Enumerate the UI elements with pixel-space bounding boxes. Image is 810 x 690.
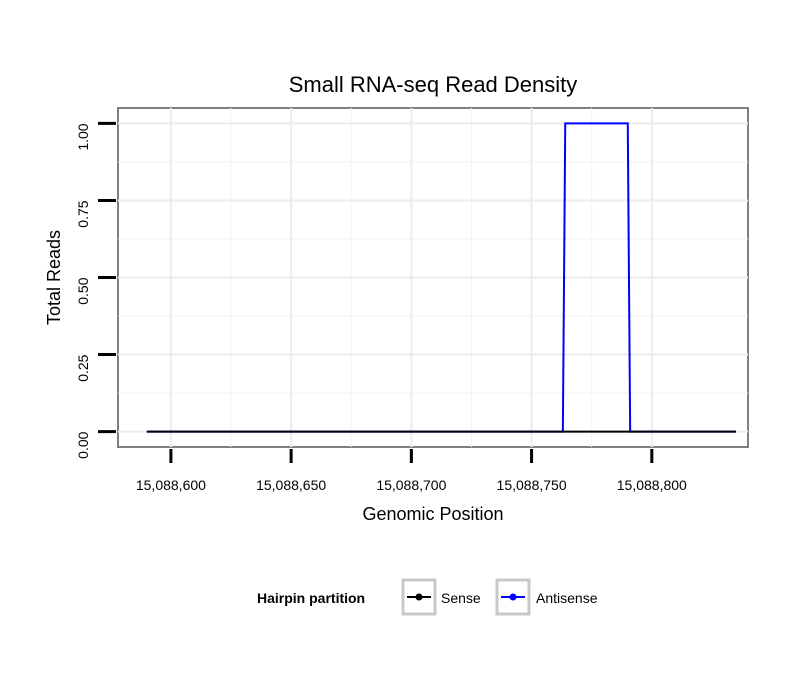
- x-tick-label: 15,088,750: [497, 477, 567, 493]
- legend-key-dot: [509, 593, 517, 601]
- x-tick-label: 15,088,650: [256, 477, 326, 493]
- x-axis-title: Genomic Position: [362, 504, 503, 524]
- legend-title: Hairpin partition: [257, 590, 365, 606]
- x-tick-label: 15,088,700: [376, 477, 446, 493]
- legend-key-dot: [415, 593, 423, 601]
- legend-label: Antisense: [536, 590, 598, 606]
- y-tick-label: 0.50: [75, 277, 91, 304]
- y-axis-ticks: 0.00 0.25 0.50 0.75 1.00: [75, 121, 116, 459]
- x-axis-ticks: 15,088,600 15,088,650 15,088,700 15,088,750…: [136, 449, 687, 493]
- chart-title: Small RNA-seq Read Density: [289, 72, 578, 97]
- x-tick-label: 15,088,800: [617, 477, 687, 493]
- y-tick-label: 0.00: [75, 431, 91, 458]
- x-tick-label: 15,088,600: [136, 477, 206, 493]
- series-layer: [146, 122, 736, 433]
- legend-item-sense: Sense: [401, 578, 481, 616]
- y-tick-label: 0.25: [75, 354, 91, 381]
- legend-label: Sense: [441, 590, 481, 606]
- y-tick-label: 1.00: [75, 123, 91, 150]
- y-axis-title: Total Reads: [44, 230, 64, 325]
- legend: Hairpin partition Sense Antisense: [257, 578, 598, 616]
- y-tick-label: 0.75: [75, 200, 91, 227]
- legend-item-antisense: Antisense: [495, 578, 598, 616]
